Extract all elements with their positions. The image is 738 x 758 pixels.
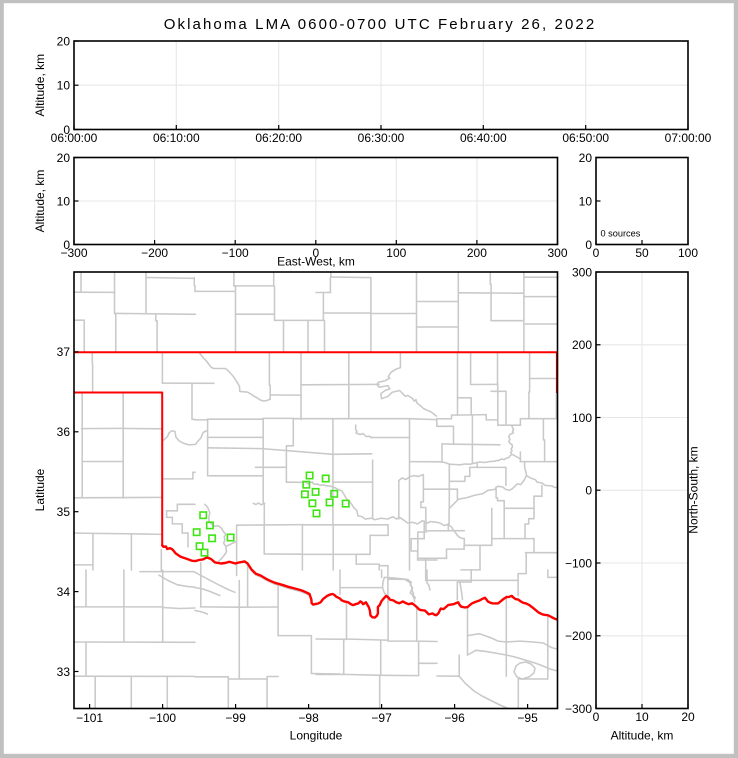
svg-text:−98: −98 — [298, 711, 319, 725]
svg-text:0: 0 — [63, 123, 70, 137]
svg-text:100: 100 — [386, 246, 406, 260]
svg-text:06:00:00: 06:00:00 — [51, 131, 98, 145]
svg-text:06:50:00: 06:50:00 — [562, 131, 609, 145]
svg-text:300: 300 — [547, 246, 567, 260]
svg-text:10: 10 — [57, 79, 71, 93]
svg-text:36: 36 — [57, 425, 71, 439]
svg-text:100: 100 — [678, 246, 698, 260]
svg-text:−101: −101 — [76, 711, 103, 725]
svg-text:10: 10 — [635, 710, 649, 724]
svg-text:20: 20 — [579, 151, 593, 165]
svg-text:−96: −96 — [444, 711, 465, 725]
svg-text:0: 0 — [312, 246, 319, 260]
svg-text:34: 34 — [57, 585, 71, 599]
svg-text:200: 200 — [467, 246, 487, 260]
svg-text:10: 10 — [579, 194, 593, 208]
svg-text:−100: −100 — [222, 246, 249, 260]
svg-text:07:00:00: 07:00:00 — [665, 131, 712, 145]
svg-text:−100: −100 — [149, 711, 176, 725]
svg-text:Oklahoma LMA 0600-0700 UTC Feb: Oklahoma LMA 0600-0700 UTC February 26, … — [164, 16, 597, 33]
svg-text:0 sources: 0 sources — [601, 229, 641, 239]
svg-text:37: 37 — [57, 345, 71, 359]
svg-text:06:30:00: 06:30:00 — [358, 131, 405, 145]
svg-text:06:10:00: 06:10:00 — [153, 131, 200, 145]
svg-text:North-South, km: North-South, km — [687, 446, 701, 533]
svg-text:Longitude: Longitude — [290, 729, 343, 743]
svg-text:0: 0 — [585, 484, 592, 498]
svg-text:Latitude: Latitude — [33, 468, 47, 511]
svg-text:100: 100 — [572, 411, 592, 425]
svg-text:Altitude, km: Altitude, km — [33, 170, 47, 233]
svg-text:33: 33 — [57, 665, 71, 679]
svg-text:200: 200 — [572, 338, 592, 352]
svg-text:−95: −95 — [517, 711, 538, 725]
svg-text:−200: −200 — [141, 246, 168, 260]
svg-text:06:40:00: 06:40:00 — [460, 131, 507, 145]
svg-text:−100: −100 — [565, 556, 592, 570]
svg-text:−300: −300 — [60, 246, 87, 260]
svg-text:35: 35 — [57, 505, 71, 519]
svg-text:06:20:00: 06:20:00 — [255, 131, 302, 145]
svg-text:20: 20 — [57, 151, 71, 165]
svg-text:0: 0 — [585, 238, 592, 252]
svg-text:Altitude, km: Altitude, km — [611, 729, 674, 743]
svg-text:−99: −99 — [225, 711, 246, 725]
svg-text:20: 20 — [57, 34, 71, 48]
svg-text:10: 10 — [57, 194, 71, 208]
svg-text:0: 0 — [63, 238, 70, 252]
svg-text:50: 50 — [635, 246, 649, 260]
svg-text:0: 0 — [593, 710, 600, 724]
svg-text:0: 0 — [593, 246, 600, 260]
svg-text:East-West, km: East-West, km — [277, 255, 355, 269]
svg-text:300: 300 — [572, 265, 592, 279]
svg-text:20: 20 — [681, 710, 695, 724]
svg-text:−97: −97 — [371, 711, 392, 725]
svg-text:−300: −300 — [565, 702, 592, 716]
svg-text:Altitude, km: Altitude, km — [33, 54, 47, 117]
svg-text:−200: −200 — [565, 629, 592, 643]
